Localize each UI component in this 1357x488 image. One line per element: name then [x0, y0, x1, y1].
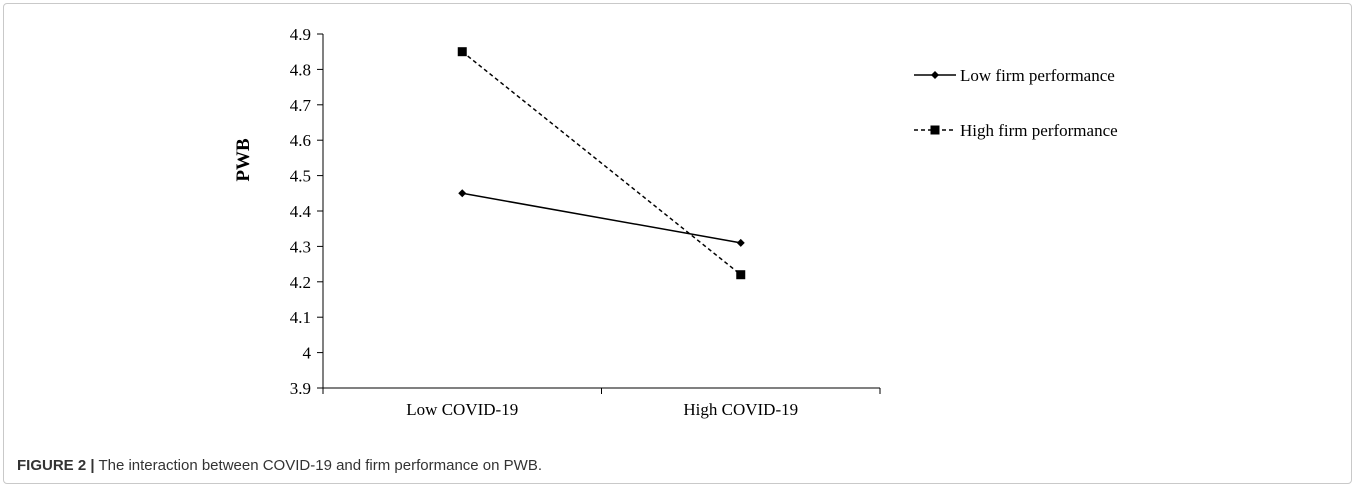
legend: Low firm performance High firm performanc… — [914, 66, 1118, 140]
caption-text: The interaction between COVID-19 and fir… — [98, 457, 542, 474]
y-tick-label: 4.4 — [290, 202, 312, 221]
figure-frame — [3, 3, 1352, 484]
y-tick-label: 4.3 — [290, 237, 311, 256]
legend-label: Low firm performance — [960, 66, 1115, 85]
data-point — [736, 238, 745, 247]
data-point — [457, 47, 467, 57]
chart: 3.9 4 4.1 4.2 4.3 4.4 4.5 4.6 4.7 4.8 4.9 Low COVI… — [233, 25, 1118, 419]
y-tick-label: 4.5 — [290, 167, 311, 186]
y-tick-label: 4.2 — [290, 273, 311, 292]
x-axis: Low COVID-19 High COVID-19 — [322, 387, 881, 419]
figure-caption: FIGURE 2 | The interaction between COVID… — [17, 457, 542, 474]
series-low-firm-performance — [458, 189, 745, 247]
y-tick-label: 4 — [303, 344, 312, 363]
caption-label: FIGURE 2 | — [17, 457, 95, 474]
x-tick-label: Low COVID-19 — [406, 400, 518, 419]
legend-marker — [931, 71, 939, 79]
y-axis-label: PWB — [233, 138, 254, 182]
y-tick-label: 4.9 — [290, 25, 311, 44]
y-tick-label: 3.9 — [290, 379, 311, 398]
series-line — [461, 51, 742, 276]
x-tick-label: High COVID-19 — [683, 400, 798, 419]
data-point — [736, 270, 746, 280]
legend-item: Low firm performance — [914, 66, 1115, 85]
y-tick-label: 4.6 — [290, 131, 311, 150]
legend-marker — [930, 125, 940, 135]
legend-item: High firm performance — [914, 121, 1118, 140]
series-high-firm-performance — [457, 47, 746, 280]
series-line — [462, 192, 741, 244]
legend-label: High firm performance — [960, 121, 1118, 140]
y-axis: 3.9 4 4.1 4.2 4.3 4.4 4.5 4.6 4.7 4.8 4.9 — [290, 25, 324, 398]
y-tick-label: 4.7 — [290, 96, 312, 115]
series-layer — [457, 47, 746, 280]
data-point — [458, 189, 467, 198]
y-tick-label: 4.1 — [290, 308, 311, 327]
y-tick-label: 4.8 — [290, 60, 311, 79]
